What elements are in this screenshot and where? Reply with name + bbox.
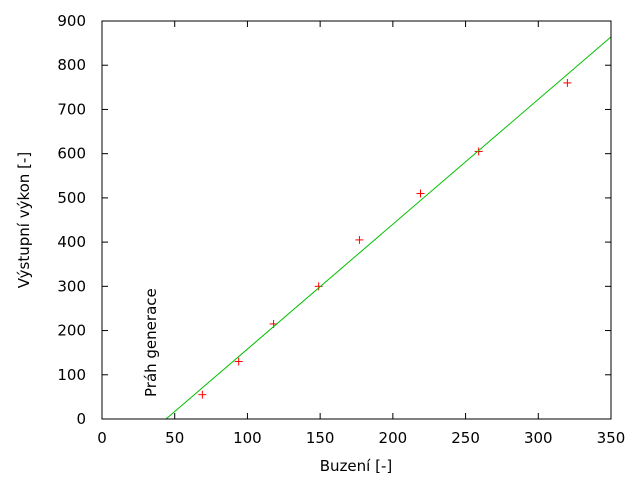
- y-tick-label: 800: [57, 56, 86, 74]
- data-point: [474, 147, 483, 156]
- x-tick-label: 300: [524, 429, 553, 447]
- x-tick-label: 250: [451, 429, 480, 447]
- y-axis-label: Výstupní výkon [-]: [15, 152, 33, 288]
- data-point: [355, 235, 364, 244]
- data-point: [234, 357, 243, 366]
- y-tick-label: 200: [57, 322, 86, 340]
- x-tick-label: 350: [597, 429, 626, 447]
- x-tick-label: 200: [379, 429, 408, 447]
- data-point: [314, 282, 323, 291]
- x-tick-label: 150: [306, 429, 335, 447]
- data-point: [416, 189, 425, 198]
- annotation-label: Práh generace: [142, 288, 160, 397]
- data-point: [563, 78, 572, 87]
- y-tick-label: 600: [57, 145, 86, 163]
- y-tick-label: 100: [57, 366, 86, 384]
- plot-border: [101, 20, 612, 420]
- y-tick-label: 400: [57, 233, 86, 251]
- y-tick-label: 500: [57, 189, 86, 207]
- y-tick-label: 300: [57, 277, 86, 295]
- y-tick-label: 900: [57, 12, 86, 30]
- x-axis-label: Buzení [-]: [320, 457, 392, 475]
- x-tick-label: 100: [233, 429, 262, 447]
- data-point: [198, 390, 207, 399]
- x-tick-label: 0: [97, 429, 107, 447]
- fit-line: [165, 36, 612, 420]
- y-tick-label: 700: [57, 100, 86, 118]
- x-tick-label: 50: [165, 429, 184, 447]
- y-tick-label: 0: [76, 410, 86, 428]
